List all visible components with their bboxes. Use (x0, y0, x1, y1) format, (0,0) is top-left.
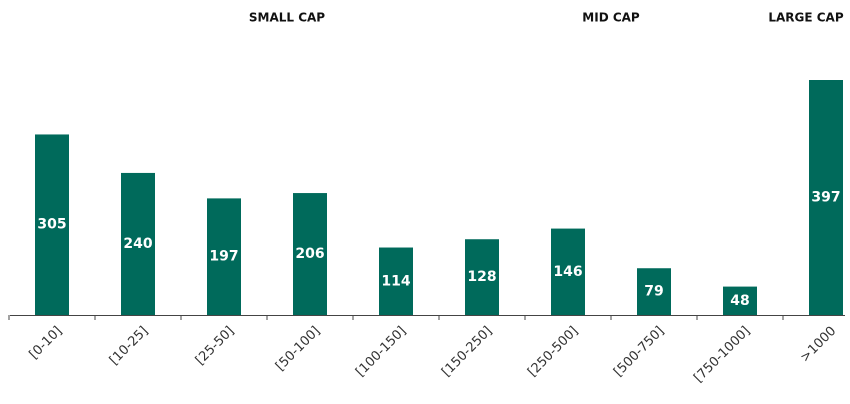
annotation: SMALL CAP (249, 11, 325, 25)
x-tick-label: [250-500] (525, 324, 581, 380)
x-tick-label: [500-750] (611, 324, 667, 380)
annotation: MID CAP (582, 11, 640, 25)
x-tick-label: [150-250] (439, 324, 495, 380)
value-label: 240 (123, 236, 152, 252)
value-label: 206 (295, 246, 324, 262)
bar (35, 134, 69, 315)
value-label: 48 (730, 293, 749, 309)
x-tick-label: [750-1000] (691, 324, 753, 386)
value-label: 79 (644, 284, 663, 300)
bar (551, 228, 585, 315)
bar (465, 239, 499, 315)
bar (809, 80, 843, 315)
bar (207, 198, 241, 315)
bar (293, 193, 327, 315)
value-label: 197 (209, 249, 238, 265)
bar (121, 172, 155, 315)
x-tick-label: [10-25] (107, 324, 151, 368)
bar (723, 286, 757, 315)
bar (379, 247, 413, 315)
x-tick-label: [25-50] (193, 324, 237, 368)
value-label: 114 (381, 273, 410, 289)
x-tick-label: [0-10] (27, 324, 66, 363)
value-label: 128 (467, 269, 496, 285)
x-tick-label: [100-150] (353, 324, 409, 380)
bar (637, 268, 671, 315)
value-label: 397 (811, 190, 840, 206)
x-tick-label: [50-100] (273, 324, 323, 374)
value-label: 305 (37, 217, 66, 233)
annotation: LARGE CAP (768, 11, 843, 25)
x-tick-label: >1000 (798, 324, 840, 366)
value-label: 146 (553, 264, 582, 280)
